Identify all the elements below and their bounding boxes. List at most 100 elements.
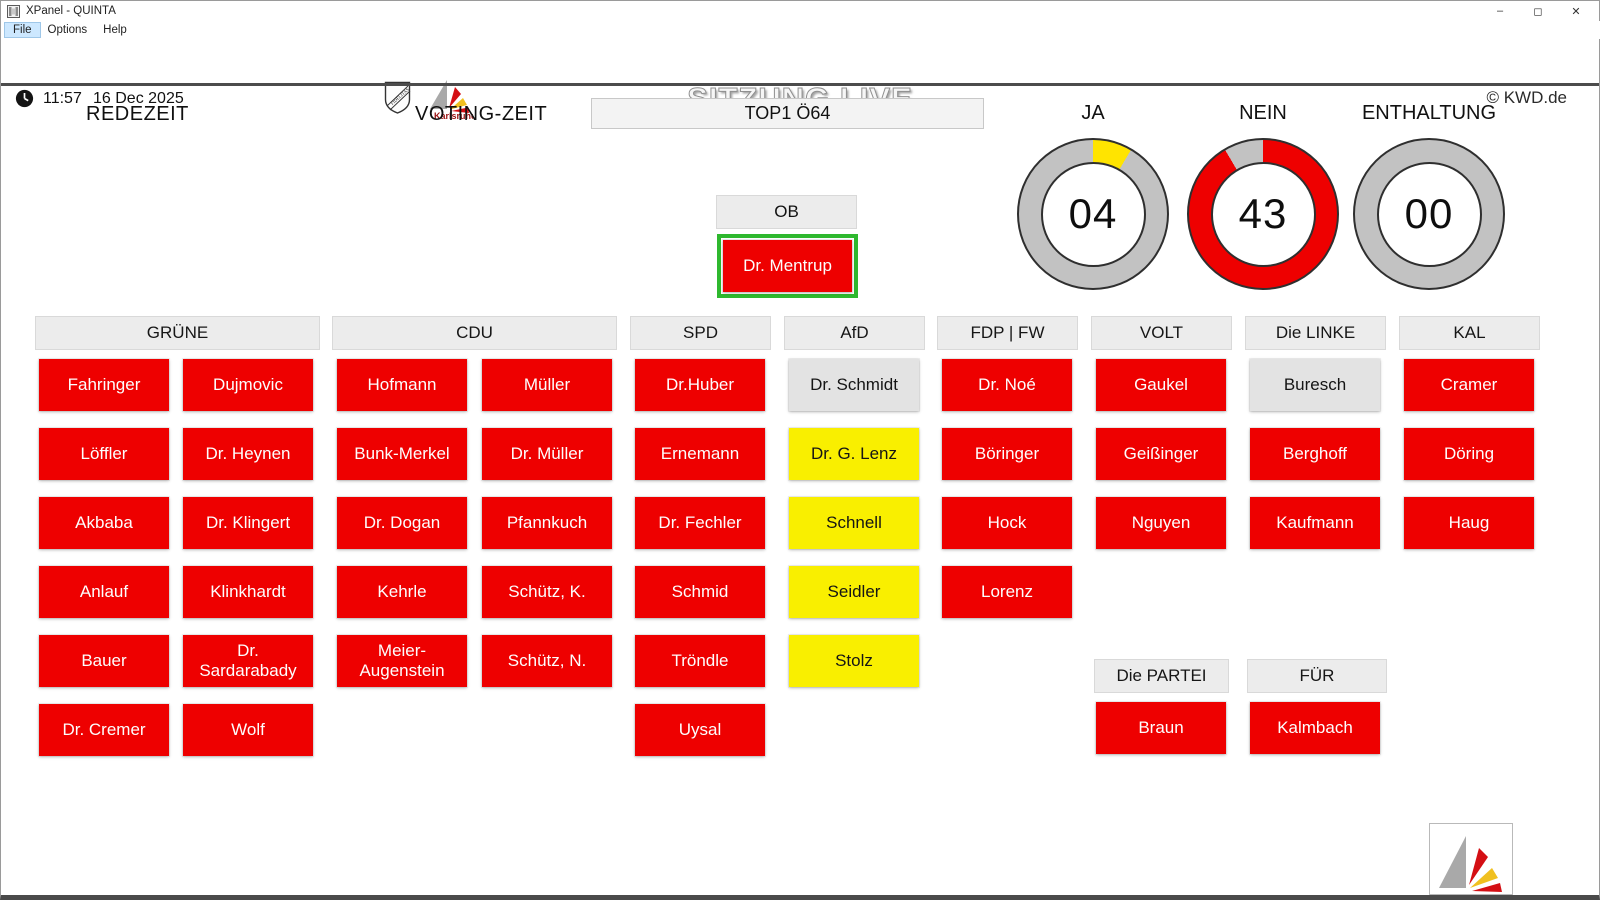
member-dr-muller[interactable]: Dr. Müller (482, 428, 612, 480)
ob-selected-frame: Dr. Mentrup (717, 234, 858, 298)
member-braun[interactable]: Braun (1096, 702, 1226, 754)
member-hofmann[interactable]: Hofmann (337, 359, 467, 411)
menu-item-file[interactable]: File (4, 22, 41, 38)
member-dr-fechler[interactable]: Dr. Fechler (635, 497, 765, 549)
gauge-value-ja: 04 (1040, 161, 1146, 267)
ob-header: OB (716, 195, 857, 229)
member-muller[interactable]: Müller (482, 359, 612, 411)
top-item-text: TOP1 Ö64 (744, 103, 831, 123)
clock-icon (15, 89, 34, 108)
gauge-ring-ja: 04 (1017, 138, 1169, 290)
member-kehrle[interactable]: Kehrle (337, 566, 467, 618)
party-column: Cramer Döring Haug (1404, 359, 1534, 566)
member-dr-dogan[interactable]: Dr. Dogan (337, 497, 467, 549)
redezeit-label: REDEZEIT (86, 103, 189, 125)
copyright: © KWD.de (1486, 88, 1567, 107)
svg-text:Karlsruhe: Karlsruhe (434, 111, 473, 121)
menu-bar: File Options Help (1, 21, 1600, 39)
member-schutz-n[interactable]: Schütz, N. (482, 635, 612, 687)
member-klinkhardt[interactable]: Klinkhardt (183, 566, 313, 618)
party-group-die-linke: Die LINKE Buresch Berghoff Kaufmann (1245, 316, 1386, 549)
gauge-label-ja: JA (1081, 102, 1105, 124)
member-cramer[interactable]: Cramer (1404, 359, 1534, 411)
member-schnell[interactable]: Schnell (789, 497, 919, 549)
party-column: Kalmbach (1250, 702, 1380, 771)
member-haug[interactable]: Haug (1404, 497, 1534, 549)
window-title: XPanel - QUINTA (26, 5, 116, 17)
member-berghoff[interactable]: Berghoff (1250, 428, 1380, 480)
party-column: Dujmovic Dr. Heynen Dr. Klingert Klinkhardt… (183, 359, 313, 773)
member-dr-mentrup[interactable]: Dr. Mentrup (723, 240, 852, 292)
member-dujmovic[interactable]: Dujmovic (183, 359, 313, 411)
member-uysal[interactable]: Uysal (635, 704, 765, 756)
member-dr-no[interactable]: Dr. Noé (942, 359, 1072, 411)
party-column: Dr.Huber Ernemann Dr. Fechler Schmid Tröndle… (635, 359, 765, 773)
party-header-die-partei: Die PARTEI (1094, 659, 1229, 693)
party-column: Fahringer Löffler Akbaba Anlauf Bauer Dr. Cre… (39, 359, 169, 773)
member-dr-g-lenz[interactable]: Dr. G. Lenz (789, 428, 919, 480)
maximize-button[interactable]: ◻ (1533, 5, 1543, 18)
member-pfannkuch[interactable]: Pfannkuch (482, 497, 612, 549)
member-dr-schmidt[interactable]: Dr. Schmidt (789, 359, 919, 411)
close-button[interactable]: ✕ (1571, 5, 1581, 18)
member-fahringer[interactable]: Fahringer (39, 359, 169, 411)
member-dr-klingert[interactable]: Dr. Klingert (183, 497, 313, 549)
party-header-afd: AfD (784, 316, 925, 350)
member-buresch[interactable]: Buresch (1250, 359, 1380, 411)
party-header-spd: SPD (630, 316, 771, 350)
party-group-fur: FÜR Kalmbach (1247, 659, 1387, 754)
member-bunk-merkel[interactable]: Bunk-Merkel (337, 428, 467, 480)
party-group-spd: SPD Dr.Huber Ernemann Dr. Fechler Schmid Trön… (630, 316, 771, 756)
party-header-cdu: CDU (332, 316, 617, 350)
header-time: 11:57 (43, 90, 82, 107)
member-geissinger[interactable]: Geißinger (1096, 428, 1226, 480)
member-nguyen[interactable]: Nguyen (1096, 497, 1226, 549)
party-group-die-partei: Die PARTEI Braun (1094, 659, 1229, 754)
member-bauer[interactable]: Bauer (39, 635, 169, 687)
member-seidler[interactable]: Seidler (789, 566, 919, 618)
member-dr-cremer[interactable]: Dr. Cremer (39, 704, 169, 756)
member-doring[interactable]: Döring (1404, 428, 1534, 480)
member-anlauf[interactable]: Anlauf (39, 566, 169, 618)
member-hock[interactable]: Hock (942, 497, 1072, 549)
menu-item-options[interactable]: Options (47, 24, 88, 36)
member-kaufmann[interactable]: Kaufmann (1250, 497, 1380, 549)
party-header-fur: FÜR (1247, 659, 1387, 693)
member-akbaba[interactable]: Akbaba (39, 497, 169, 549)
member-meier-augenstein[interactable]: Meier-Augenstein (337, 635, 467, 687)
party-column: Buresch Berghoff Kaufmann (1250, 359, 1380, 566)
member-dr-sardarabady[interactable]: Dr. Sardarabady (183, 635, 313, 687)
member-stolz[interactable]: Stolz (789, 635, 919, 687)
member-gaukel[interactable]: Gaukel (1096, 359, 1226, 411)
fidelitas-shield-logo: FIDELITAS (384, 81, 411, 120)
party-group-cdu: CDU Hofmann Bunk-Merkel Dr. Dogan Kehrle Meie… (332, 316, 617, 687)
member-ernemann[interactable]: Ernemann (635, 428, 765, 480)
member-boringer[interactable]: Böringer (942, 428, 1072, 480)
gauge-label-enthaltung: ENTHALTUNG (1361, 102, 1497, 124)
member-trondle[interactable]: Tröndle (635, 635, 765, 687)
karlsruhe-corner-logo (1429, 823, 1513, 895)
party-header-die-linke: Die LINKE (1245, 316, 1386, 350)
member-dr-huber[interactable]: Dr.Huber (635, 359, 765, 411)
member-wolf[interactable]: Wolf (183, 704, 313, 756)
gauge-label-nein: NEIN (1239, 102, 1287, 124)
window-controls: – ◻ ✕ (1481, 1, 1595, 21)
member-kalmbach[interactable]: Kalmbach (1250, 702, 1380, 754)
member-lorenz[interactable]: Lorenz (942, 566, 1072, 618)
member-schmid[interactable]: Schmid (635, 566, 765, 618)
party-column: Müller Dr. Müller Pfannkuch Schütz, K. Schüt… (482, 359, 612, 704)
app-icon (7, 4, 20, 18)
member-schutz-k[interactable]: Schütz, K. (482, 566, 612, 618)
title-bar: XPanel - QUINTA – ◻ ✕ (1, 1, 1599, 21)
voting-zeit-label: VOTING-ZEIT (415, 103, 548, 125)
top-item-display: TOP1 Ö64 (591, 98, 984, 129)
gauge-value-nein: 43 (1210, 161, 1316, 267)
gauge-ring-nein: 43 (1187, 138, 1339, 290)
party-group-volt: VOLT Gaukel Geißinger Nguyen (1091, 316, 1232, 549)
gauge-value-enthaltung: 00 (1376, 161, 1482, 267)
member-dr-heynen[interactable]: Dr. Heynen (183, 428, 313, 480)
party-column: Hofmann Bunk-Merkel Dr. Dogan Kehrle Meier-A… (337, 359, 467, 704)
member-loffler[interactable]: Löffler (39, 428, 169, 480)
menu-item-help[interactable]: Help (103, 24, 127, 36)
minimize-button[interactable]: – (1496, 5, 1504, 17)
